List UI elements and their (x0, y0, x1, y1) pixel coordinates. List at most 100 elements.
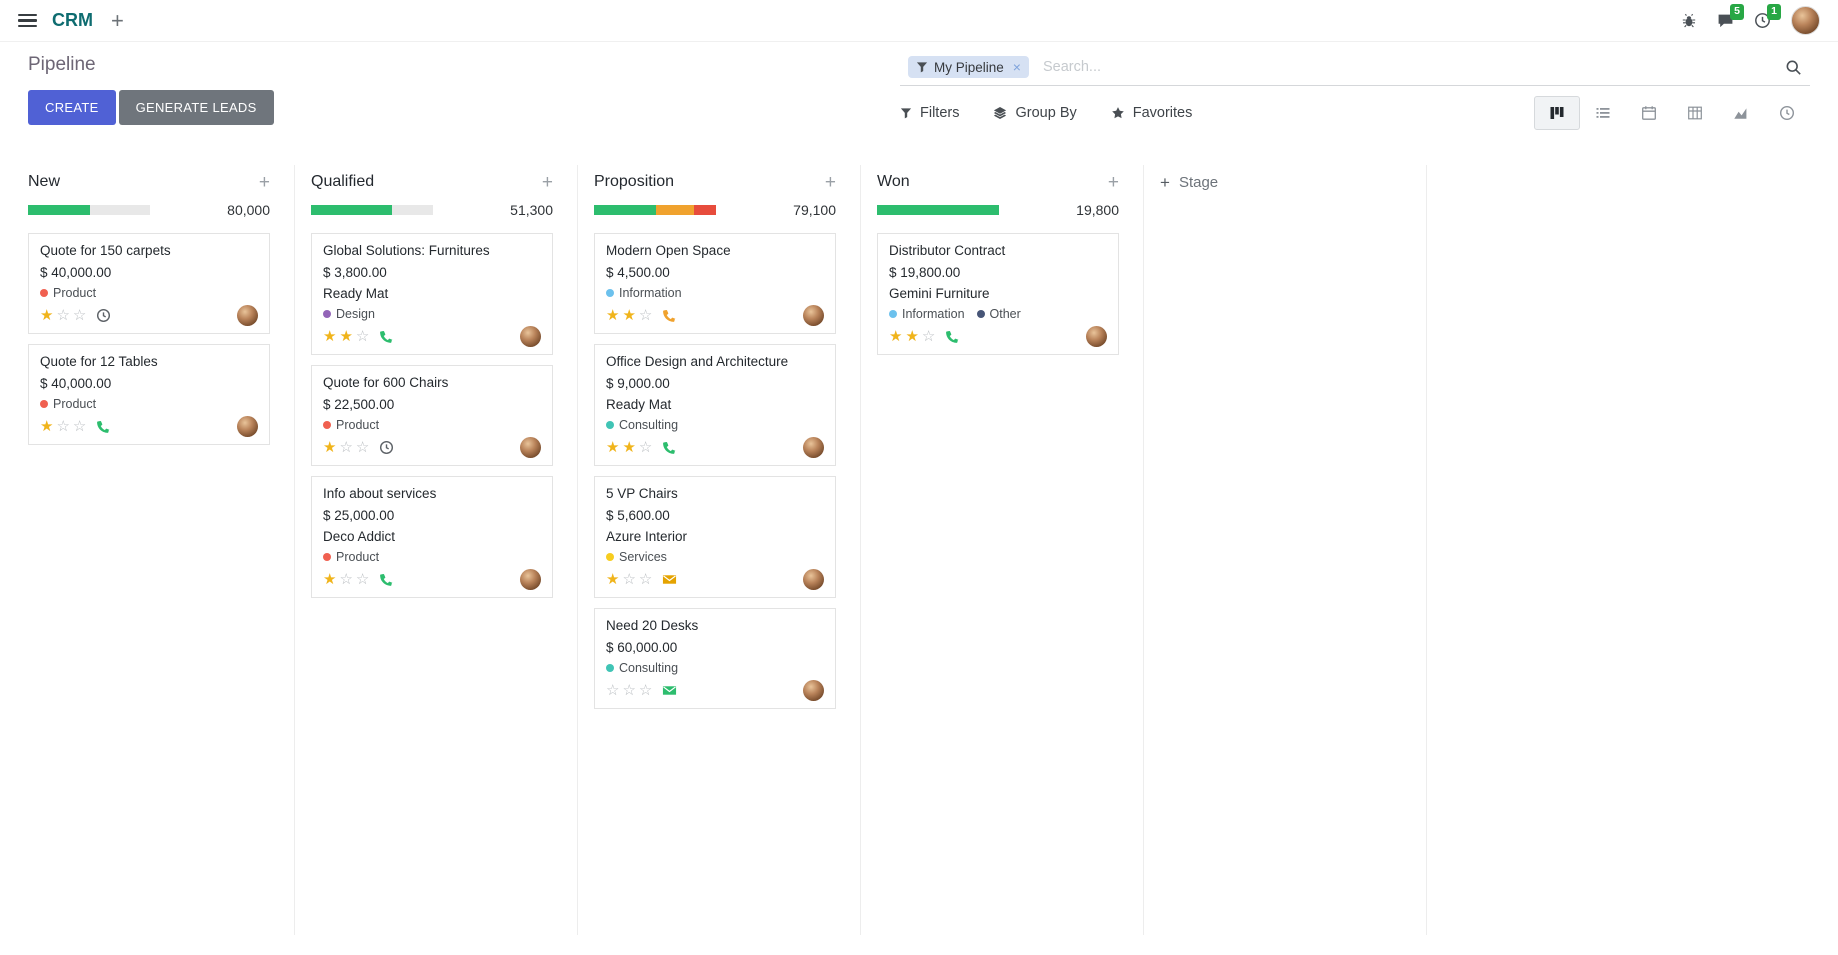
kanban-card[interactable]: Global Solutions: Furnitures $ 3,800.00 Re… (311, 233, 553, 355)
graph-view-button[interactable] (1718, 96, 1764, 130)
activity-view-button[interactable] (1764, 96, 1810, 130)
favorites-menu[interactable]: Favorites (1111, 105, 1192, 121)
phone-icon[interactable] (662, 440, 677, 455)
card-title[interactable]: Need 20 Desks (606, 618, 699, 633)
column-title[interactable]: Qualified (311, 173, 375, 190)
column-title[interactable]: Won (877, 173, 910, 190)
star-filled-icon[interactable]: ★ (323, 571, 337, 588)
clock-icon[interactable] (96, 308, 111, 323)
star-filled-icon[interactable]: ★ (339, 328, 353, 345)
salesperson-avatar[interactable] (803, 437, 824, 458)
group-by-menu[interactable]: Group By (993, 105, 1077, 121)
remove-facet-icon[interactable]: × (1012, 59, 1021, 75)
star-empty-icon[interactable]: ☆ (622, 571, 636, 588)
phone-icon[interactable] (96, 419, 111, 434)
star-empty-icon[interactable]: ☆ (921, 328, 936, 345)
kanban-card[interactable]: Distributor Contract $ 19,800.00 Gemini Fu… (877, 233, 1119, 355)
star-empty-icon[interactable]: ☆ (622, 682, 636, 699)
create-button[interactable]: CREATE (28, 90, 116, 125)
star-filled-icon[interactable]: ★ (606, 307, 620, 324)
quick-create-icon[interactable]: + (541, 171, 553, 193)
phone-icon[interactable] (945, 329, 960, 344)
star-filled-icon[interactable]: ★ (622, 307, 636, 324)
card-title[interactable]: Office Design and Architecture (606, 354, 789, 369)
star-filled-icon[interactable]: ★ (40, 418, 54, 435)
salesperson-avatar[interactable] (237, 305, 258, 326)
plus-icon[interactable]: + (111, 7, 124, 33)
star-empty-icon[interactable]: ☆ (355, 439, 370, 456)
salesperson-avatar[interactable] (1086, 326, 1107, 347)
card-title[interactable]: Quote for 600 Chairs (323, 375, 449, 390)
star-filled-icon[interactable]: ★ (323, 439, 337, 456)
quick-create-icon[interactable]: + (1107, 171, 1119, 193)
search-facet[interactable]: My Pipeline × (908, 56, 1029, 78)
star-empty-icon[interactable]: ☆ (638, 571, 653, 588)
salesperson-avatar[interactable] (237, 416, 258, 437)
bug-icon[interactable] (1681, 13, 1697, 29)
kanban-card[interactable]: Quote for 600 Chairs $ 22,500.00 Product ★ ☆… (311, 365, 553, 466)
star-empty-icon[interactable]: ☆ (355, 328, 370, 345)
clock-icon[interactable] (379, 440, 394, 455)
kanban-card[interactable]: Quote for 150 carpets $ 40,000.00 Product ★… (28, 233, 270, 334)
kanban-card[interactable]: Need 20 Desks $ 60,000.00 Consulting ☆ ☆ ☆ (594, 608, 836, 709)
activities-icon[interactable]: 1 (1754, 4, 1781, 29)
quick-create-icon[interactable]: + (258, 171, 270, 193)
star-empty-icon[interactable]: ☆ (606, 682, 620, 699)
card-title[interactable]: Quote for 12 Tables (40, 354, 158, 369)
star-empty-icon[interactable]: ☆ (56, 418, 70, 435)
star-empty-icon[interactable]: ☆ (56, 307, 70, 324)
phone-icon[interactable] (379, 572, 394, 587)
star-empty-icon[interactable]: ☆ (638, 439, 653, 456)
salesperson-avatar[interactable] (803, 305, 824, 326)
kanban-card[interactable]: Modern Open Space $ 4,500.00 Information ★ ★… (594, 233, 836, 334)
list-view-button[interactable] (1580, 96, 1626, 130)
card-title[interactable]: Info about services (323, 486, 437, 501)
salesperson-avatar[interactable] (520, 326, 541, 347)
salesperson-avatar[interactable] (803, 680, 824, 701)
search-input[interactable] (1040, 58, 1781, 76)
card-title[interactable]: Modern Open Space (606, 243, 731, 258)
card-title[interactable]: Distributor Contract (889, 243, 1006, 258)
add-stage-button[interactable]: + Stage (1160, 165, 1402, 199)
app-name[interactable]: CRM (52, 10, 93, 30)
quick-create-icon[interactable]: + (824, 171, 836, 193)
star-filled-icon[interactable]: ★ (905, 328, 919, 345)
column-progressbar[interactable] (594, 205, 716, 215)
envelope-icon[interactable] (662, 572, 677, 587)
apps-menu-icon[interactable] (18, 13, 37, 28)
kanban-card[interactable]: Quote for 12 Tables $ 40,000.00 Product ★ ☆ ☆ (28, 344, 270, 445)
star-empty-icon[interactable]: ☆ (355, 571, 370, 588)
generate-leads-button[interactable]: GENERATE LEADS (118, 90, 274, 125)
salesperson-avatar[interactable] (520, 569, 541, 590)
card-title[interactable]: 5 VP Chairs (606, 486, 678, 501)
star-empty-icon[interactable]: ☆ (638, 307, 653, 324)
star-empty-icon[interactable]: ☆ (339, 439, 353, 456)
pivot-view-button[interactable] (1672, 96, 1718, 130)
star-filled-icon[interactable]: ★ (40, 307, 54, 324)
column-progressbar[interactable] (311, 205, 433, 215)
envelope-icon[interactable] (662, 683, 677, 698)
user-avatar[interactable] (1791, 6, 1820, 35)
star-filled-icon[interactable]: ★ (606, 439, 620, 456)
column-progressbar[interactable] (28, 205, 150, 215)
star-empty-icon[interactable]: ☆ (638, 682, 653, 699)
calendar-view-button[interactable] (1626, 96, 1672, 130)
search-bar[interactable]: My Pipeline × (900, 54, 1810, 86)
star-filled-icon[interactable]: ★ (606, 571, 620, 588)
column-progressbar[interactable] (877, 205, 999, 215)
star-empty-icon[interactable]: ☆ (72, 418, 87, 435)
star-filled-icon[interactable]: ★ (622, 439, 636, 456)
star-empty-icon[interactable]: ☆ (72, 307, 87, 324)
phone-icon[interactable] (662, 308, 677, 323)
kanban-card[interactable]: Info about services $ 25,000.00 Deco Addic… (311, 476, 553, 598)
filters-menu[interactable]: Filters (900, 105, 959, 121)
search-icon[interactable] (1781, 59, 1806, 76)
kanban-view-button[interactable] (1534, 96, 1580, 130)
star-filled-icon[interactable]: ★ (889, 328, 903, 345)
card-title[interactable]: Global Solutions: Furnitures (323, 243, 490, 258)
messages-icon[interactable]: 5 (1717, 4, 1744, 29)
kanban-card[interactable]: 5 VP Chairs $ 5,600.00 Azure Interior Servi… (594, 476, 836, 598)
star-empty-icon[interactable]: ☆ (339, 571, 353, 588)
column-title[interactable]: New (28, 173, 61, 190)
star-filled-icon[interactable]: ★ (323, 328, 337, 345)
